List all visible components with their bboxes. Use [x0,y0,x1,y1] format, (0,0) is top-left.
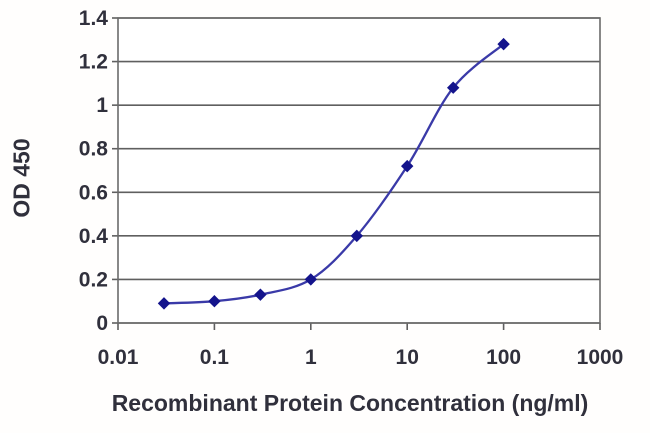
data-point-marker [157,297,171,310]
data-point-marker [350,229,364,243]
x-axis-title: Recombinant Protein Concentration (ng/ml… [111,390,589,416]
plot-frame [117,17,601,324]
data-point-marker [400,159,414,173]
x-tick-label: 100 [486,346,521,369]
plot-area [118,18,600,323]
y-tick-label: 0.8 [79,138,109,161]
x-tick-label: 0.1 [200,346,230,369]
y-tick-label: 0.6 [79,181,108,204]
data-point-marker [254,288,267,301]
y-tick-label: 1.4 [79,7,109,30]
y-axis-title: OD 450 [8,138,35,218]
x-tick-label: 1 [305,346,317,369]
x-tick-label: 1000 [577,346,624,369]
y-tick-label: 1.2 [79,51,108,74]
data-point-marker [304,273,318,286]
data-point-marker [446,81,460,94]
y-tick-label: 1 [96,94,108,117]
x-tick-label: 10 [396,346,419,369]
y-tick-label: 0 [96,312,108,335]
data-point-marker [497,37,510,51]
data-point-marker [208,295,221,308]
y-tick-label: 0.2 [79,268,108,291]
y-tick-label: 0.4 [79,225,109,248]
x-tick-label: 0.01 [98,346,139,369]
